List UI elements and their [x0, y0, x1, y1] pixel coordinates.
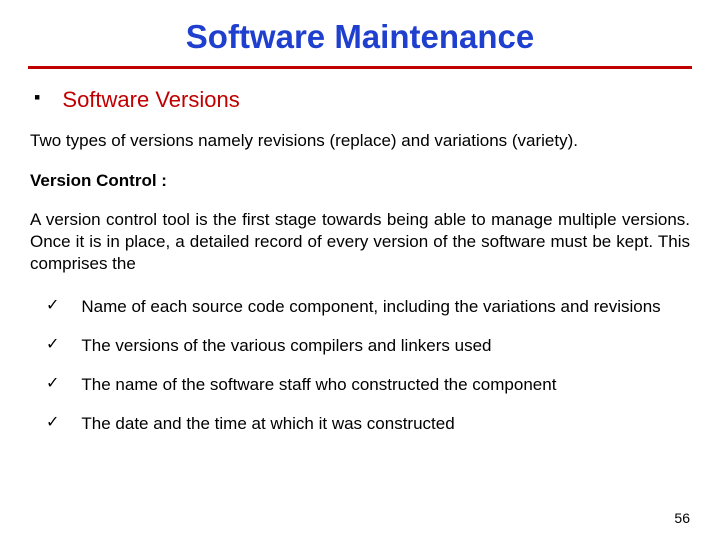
list-item-text: The date and the time at which it was co… — [81, 413, 454, 435]
section-heading: Software Versions — [62, 87, 239, 113]
check-icon: ✓ — [46, 374, 59, 394]
slide-title: Software Maintenance — [28, 18, 692, 56]
list-item-text: The name of the software staff who const… — [81, 374, 556, 396]
section-heading-row: ▪ Software Versions — [28, 87, 692, 113]
check-icon: ✓ — [46, 296, 59, 316]
check-icon: ✓ — [46, 413, 59, 433]
list-item: ✓ Name of each source code component, in… — [46, 296, 692, 318]
title-underline — [28, 66, 692, 69]
body-paragraph: A version control tool is the first stag… — [28, 209, 692, 274]
square-bullet-icon: ▪ — [34, 87, 40, 108]
intro-text: Two types of versions namely revisions (… — [28, 131, 692, 151]
list-item: ✓ The versions of the various compilers … — [46, 335, 692, 357]
page-number: 56 — [674, 510, 690, 526]
slide: Software Maintenance ▪ Software Versions… — [0, 0, 720, 540]
list-item-text: Name of each source code component, incl… — [81, 296, 660, 318]
checklist: ✓ Name of each source code component, in… — [28, 296, 692, 434]
check-icon: ✓ — [46, 335, 59, 355]
list-item: ✓ The name of the software staff who con… — [46, 374, 692, 396]
list-item: ✓ The date and the time at which it was … — [46, 413, 692, 435]
list-item-text: The versions of the various compilers an… — [81, 335, 491, 357]
subheading: Version Control : — [28, 171, 692, 191]
